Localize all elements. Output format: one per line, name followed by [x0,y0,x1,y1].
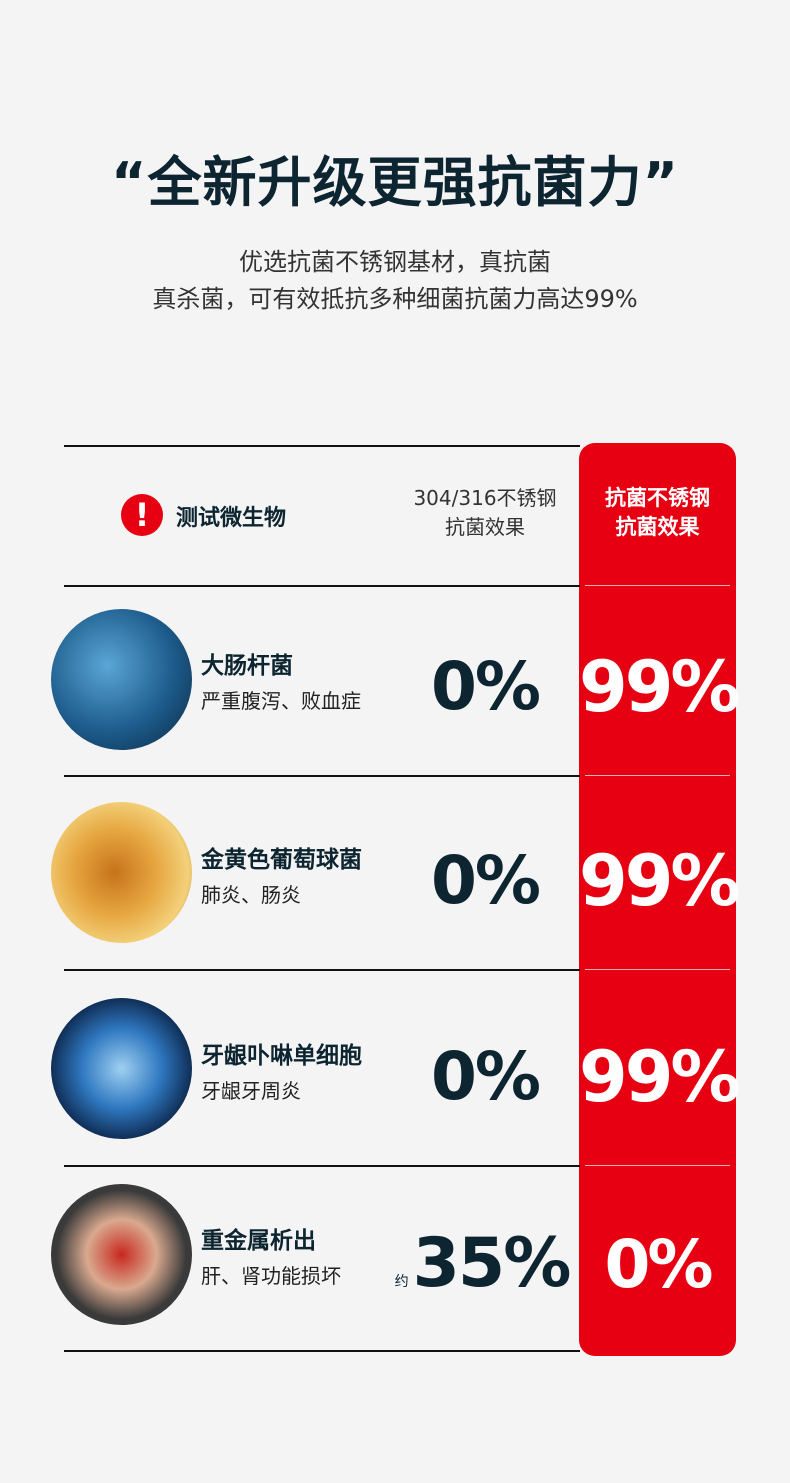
header-plain-steel: 304/316不锈钢 抗菌效果 [390,484,580,542]
divider [64,445,580,447]
header-red-line2: 抗菌效果 [615,515,700,539]
microbe-name: 大肠杆菌 [201,653,293,679]
subtitle-line-2: 真杀菌，可有效抵抗多种细菌抗菌力高达99% [152,285,638,313]
header-antibacterial-steel: 抗菌不锈钢 抗菌效果 [579,484,736,542]
page-title: “全新升级更强抗菌力” [111,151,679,214]
plain-value: 0% [430,842,541,919]
divider [64,585,580,587]
abdominal-pain-image [51,1184,192,1325]
header-red-line1: 抗菌不锈钢 [605,486,710,510]
red-value: 0% [604,1226,713,1303]
red-value: 99% [579,840,741,922]
plain-value: 0% [430,1038,541,1115]
approx-label: 约 [394,1274,409,1290]
microbe-name: 金黄色葡萄球菌 [201,847,362,873]
subtitle-line-1: 优选抗菌不锈钢基材，真抗菌 [239,248,551,276]
header-plain-line2: 抗菌效果 [445,515,525,539]
plain-value: 35% [412,1224,572,1303]
virus-image [51,998,192,1139]
exclamation-icon: ! [121,494,163,536]
divider [64,1350,580,1352]
microbe-name: 牙龈卟啉单细胞 [201,1043,362,1069]
plain-value: 0% [430,648,541,725]
header-microbe: 测试微生物 [176,506,287,531]
staphylococcus-image [51,802,192,943]
divider [585,969,730,970]
divider [64,969,580,971]
microbe-desc: 牙龈牙周炎 [201,1079,301,1103]
microbe-desc: 肝、肾功能损坏 [201,1264,341,1288]
microbe-name: 重金属析出 [201,1228,316,1254]
antibacterial-column [579,443,736,1356]
red-value: 99% [579,1036,741,1118]
microbe-desc: 肺炎、肠炎 [201,883,301,907]
microbe-desc: 严重腹泻、败血症 [201,689,361,713]
header-plain-line1: 304/316不锈钢 [413,486,557,510]
e-coli-image [51,609,192,750]
divider [64,1165,580,1167]
divider [585,1165,730,1166]
divider [585,585,730,586]
divider [585,775,730,776]
red-value: 99% [579,646,741,728]
divider [64,775,580,777]
plain-value-row: 约35% [392,1224,572,1303]
